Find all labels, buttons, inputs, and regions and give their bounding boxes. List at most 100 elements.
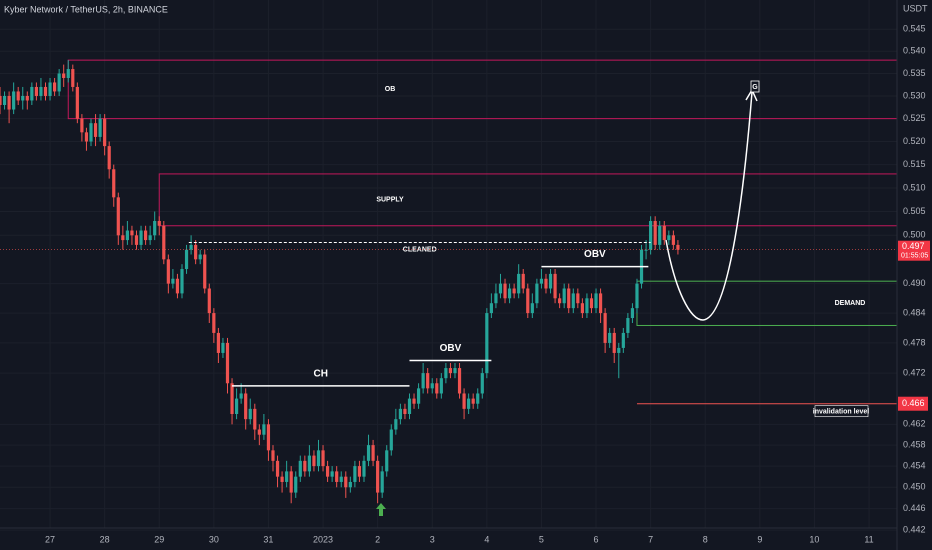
candle-body	[80, 118, 84, 133]
candle-body	[444, 368, 448, 379]
candle-body	[166, 259, 170, 284]
candle-body	[457, 368, 462, 394]
candle-body	[203, 254, 207, 289]
candle-body	[671, 235, 675, 245]
target-box	[750, 80, 760, 93]
candle-body	[380, 471, 384, 493]
candle-body	[198, 254, 202, 260]
candle-body	[153, 221, 157, 236]
x-tick-label: 8	[703, 534, 708, 544]
candle-body	[285, 471, 289, 482]
candle-body	[467, 398, 471, 409]
candle-body	[339, 476, 343, 482]
candle-body	[175, 278, 180, 294]
candle-body	[125, 230, 129, 241]
candle-body	[303, 460, 307, 472]
candle-body	[262, 424, 266, 435]
candle-body	[130, 230, 134, 236]
candle-body	[212, 313, 216, 333]
candle-body	[471, 398, 475, 404]
candle-body	[221, 342, 225, 353]
candle-body	[530, 303, 534, 314]
y-tick-label: 0.442	[903, 525, 926, 535]
candle-body	[385, 450, 389, 472]
candle-body	[180, 269, 184, 294]
candle-body	[371, 445, 375, 461]
candle-body	[421, 373, 425, 389]
candle-body	[57, 73, 61, 92]
y-tick-label: 0.490	[903, 278, 926, 288]
candle-body	[594, 293, 598, 309]
x-tick-label: 6	[594, 534, 599, 544]
candle-body	[653, 221, 657, 245]
candle-body	[330, 471, 334, 477]
candle-body	[494, 293, 498, 304]
candle-body	[398, 408, 402, 420]
price-tag	[898, 396, 928, 411]
candle-body	[30, 86, 34, 101]
candle-body	[435, 383, 439, 394]
candle-body	[649, 221, 653, 250]
buy-arrow	[376, 503, 386, 516]
candle-body	[280, 476, 284, 482]
candle-body	[335, 471, 339, 482]
candle-body	[548, 273, 553, 289]
candle-body	[134, 235, 139, 245]
candle-body	[143, 230, 148, 241]
candle-body	[598, 293, 603, 314]
candle-body	[312, 455, 316, 467]
x-tick-label: 11	[864, 534, 873, 544]
candle-body	[521, 273, 525, 289]
x-tick-label: 29	[154, 534, 164, 544]
candle-body	[589, 298, 594, 309]
x-tick-label: 28	[100, 534, 110, 544]
candle-body	[52, 82, 57, 92]
candle-body	[376, 460, 380, 493]
candle-body	[25, 95, 29, 101]
candle-body	[403, 408, 407, 415]
candle-body	[453, 368, 457, 374]
candle-body	[248, 408, 252, 420]
candle-body	[667, 235, 671, 241]
candle-body	[603, 313, 607, 343]
candle-body	[366, 445, 371, 461]
y-tick-label: 0.510	[903, 182, 926, 192]
y-tick-label: 0.520	[903, 136, 926, 146]
candle-body	[107, 146, 111, 170]
candle-body	[571, 293, 575, 309]
candle-body	[562, 288, 566, 304]
candle-body	[75, 86, 79, 119]
candle-body	[630, 308, 635, 319]
candle-body	[580, 303, 584, 314]
x-tick-label: 4	[484, 534, 489, 544]
candle-body	[576, 293, 580, 304]
y-tick-label: 0.515	[903, 159, 926, 169]
x-tick-label: 9	[757, 534, 762, 544]
candle-body	[0, 95, 2, 106]
candle-body	[103, 118, 107, 147]
candle-body	[539, 278, 544, 284]
candle-body	[184, 249, 189, 270]
candle-body	[535, 283, 539, 304]
invalidation-box	[814, 405, 869, 418]
candle-body	[62, 73, 66, 78]
y-tick-label: 0.484	[903, 307, 926, 317]
y-tick-label: 0.540	[903, 46, 926, 56]
y-tick-label: 0.505	[903, 206, 926, 216]
candle-body	[480, 373, 484, 394]
candle-body	[412, 398, 416, 404]
candle-body	[394, 419, 398, 430]
candle-body	[676, 244, 680, 250]
candle-body	[344, 476, 348, 488]
candle-body	[612, 332, 616, 353]
candle-body	[621, 332, 625, 348]
y-tick-label: 0.545	[903, 24, 926, 34]
candle-body	[230, 383, 234, 415]
countdown-label: 01:55:05	[901, 253, 928, 260]
candle-body	[162, 225, 166, 260]
candle-body	[39, 86, 43, 96]
candle-body	[148, 235, 152, 241]
y-tick-label: 0.500	[903, 230, 926, 240]
candle-body	[353, 466, 357, 482]
